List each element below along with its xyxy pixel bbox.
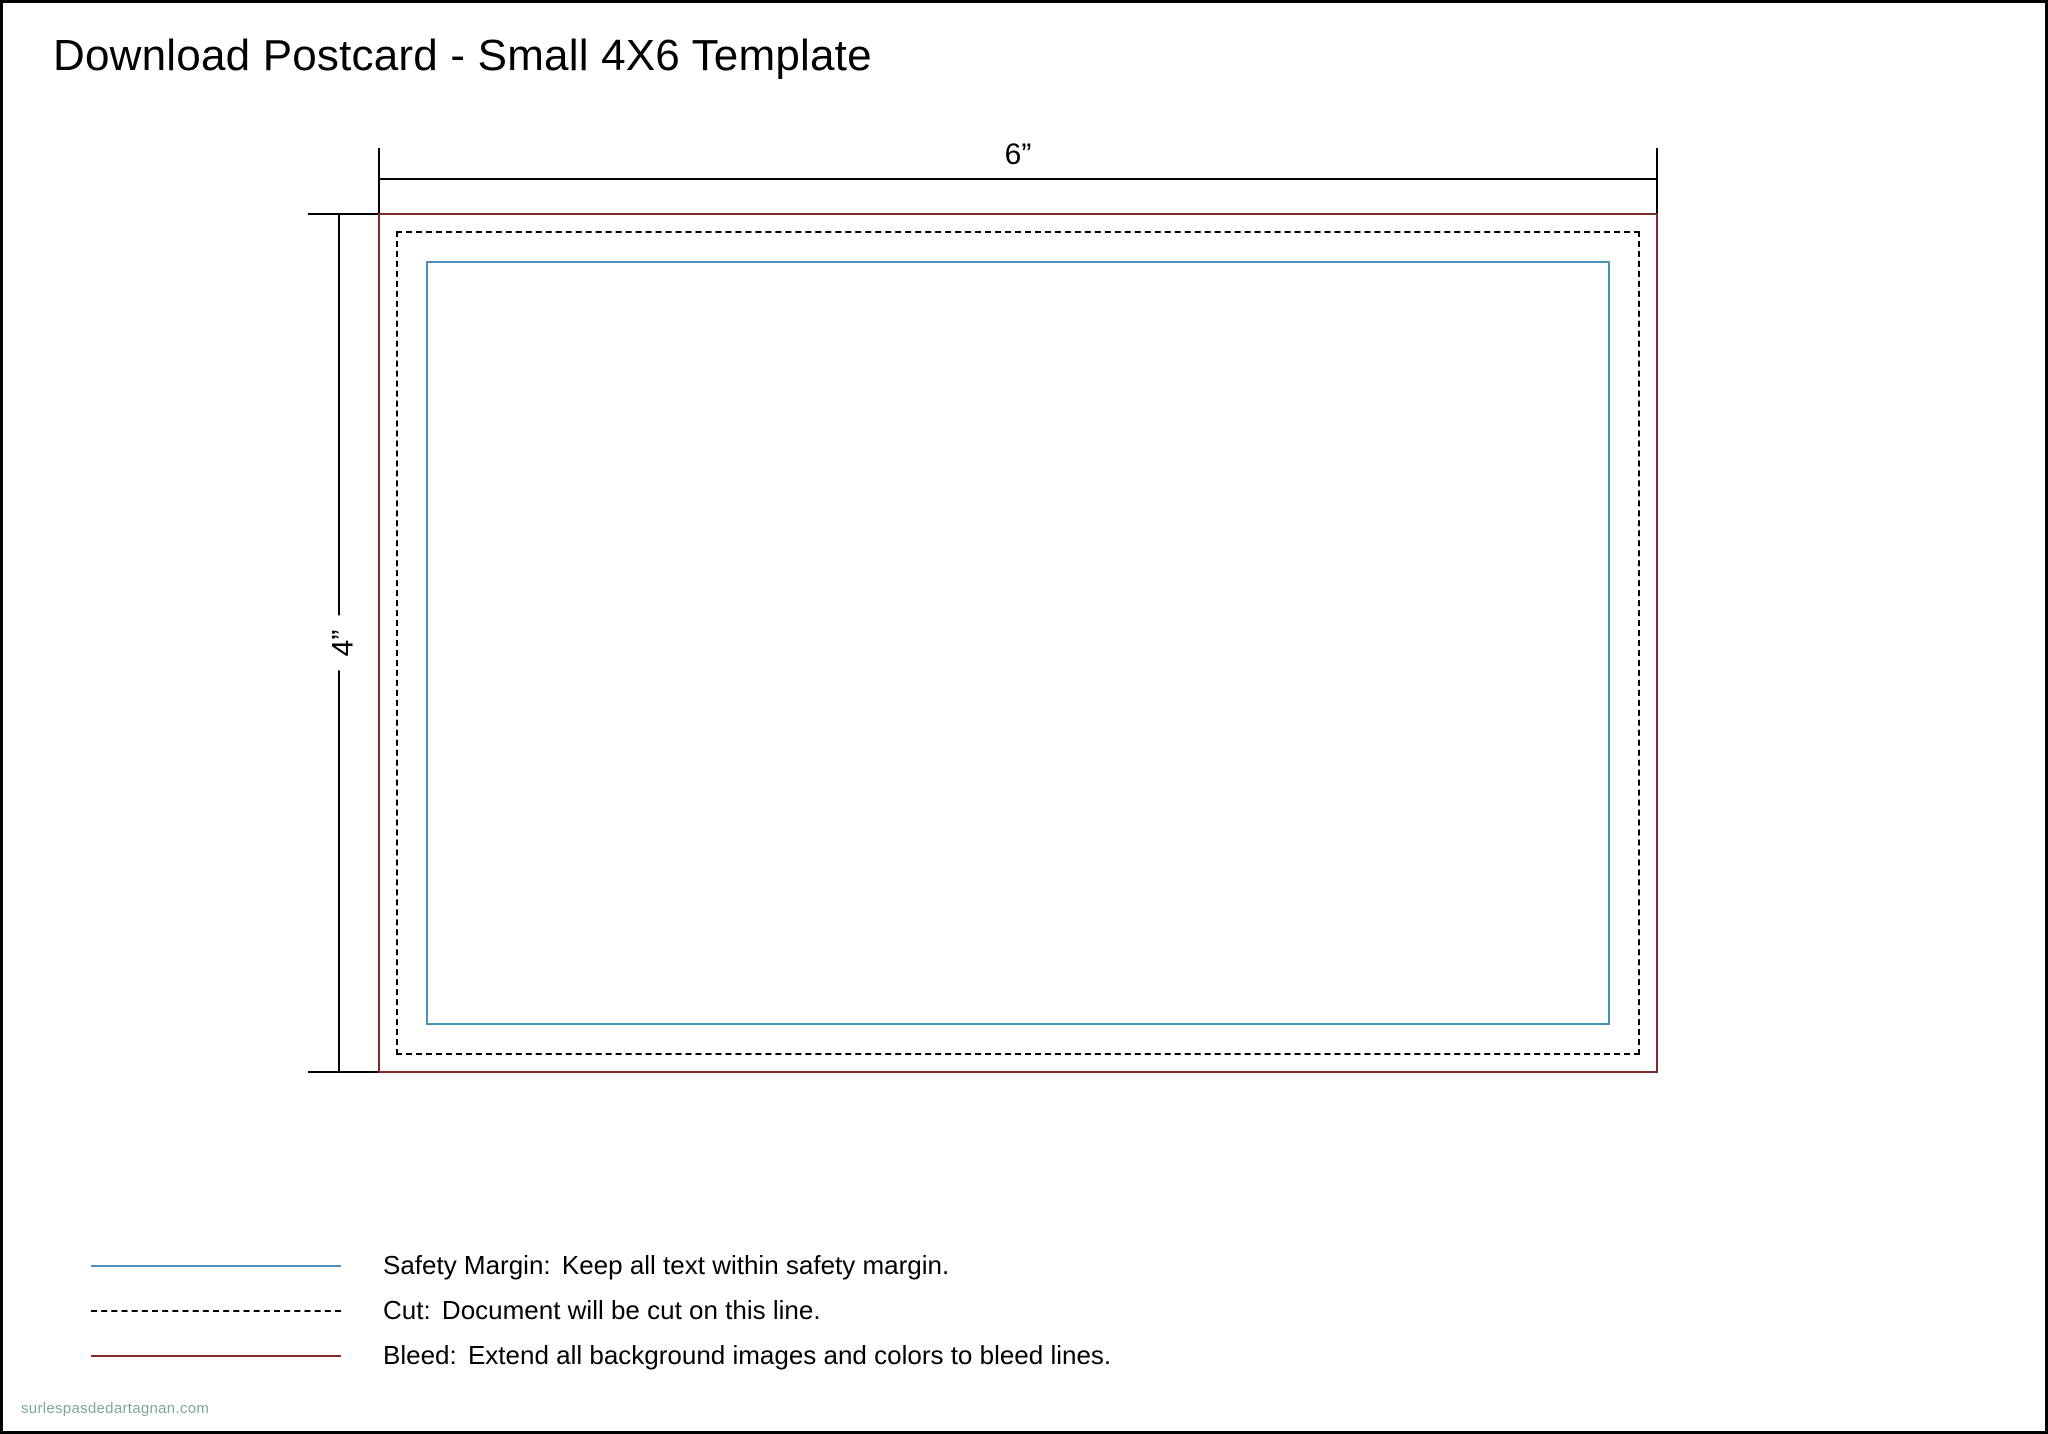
page-frame: Download Postcard - Small 4X6 Template 6… (0, 0, 2048, 1434)
legend-key: Bleed: (383, 1340, 457, 1370)
legend-row-cut: Cut: Document will be cut on this line. (91, 1295, 1111, 1326)
legend-swatch-bleed (91, 1355, 341, 1357)
legend-key: Cut: (383, 1295, 431, 1325)
dimension-width-cap-left (378, 148, 380, 213)
dimension-width: 6” (378, 148, 1658, 208)
dimension-height-cap-top (308, 213, 378, 215)
legend-key: Safety Margin: (383, 1250, 551, 1280)
legend-desc: Document will be cut on this line. (442, 1295, 821, 1325)
dimension-width-label: 6” (987, 138, 1050, 172)
legend-swatch-cut (91, 1310, 341, 1312)
legend-row-bleed: Bleed: Extend all background images and … (91, 1340, 1111, 1371)
page-title: Download Postcard - Small 4X6 Template (53, 31, 872, 81)
legend-row-safety: Safety Margin: Keep all text within safe… (91, 1250, 1111, 1281)
legend-desc: Extend all background images and colors … (468, 1340, 1111, 1370)
dimension-height-cap-bottom (308, 1071, 378, 1073)
dimension-width-bar (378, 178, 1658, 180)
legend-label-safety: Safety Margin: Keep all text within safe… (383, 1250, 949, 1281)
legend-label-bleed: Bleed: Extend all background images and … (383, 1340, 1111, 1371)
safety-line (426, 261, 1610, 1025)
legend-desc: Keep all text within safety margin. (562, 1250, 949, 1280)
dimension-height: 4” (308, 213, 368, 1073)
legend-swatch-safety (91, 1265, 341, 1267)
legend: Safety Margin: Keep all text within safe… (91, 1236, 1111, 1371)
legend-label-cut: Cut: Document will be cut on this line. (383, 1295, 821, 1326)
watermark-text: surlespasdedartagnan.com (21, 1400, 209, 1417)
postcard-diagram (378, 213, 1658, 1073)
dimension-height-label: 4” (326, 616, 360, 671)
dimension-width-cap-right (1656, 148, 1658, 213)
